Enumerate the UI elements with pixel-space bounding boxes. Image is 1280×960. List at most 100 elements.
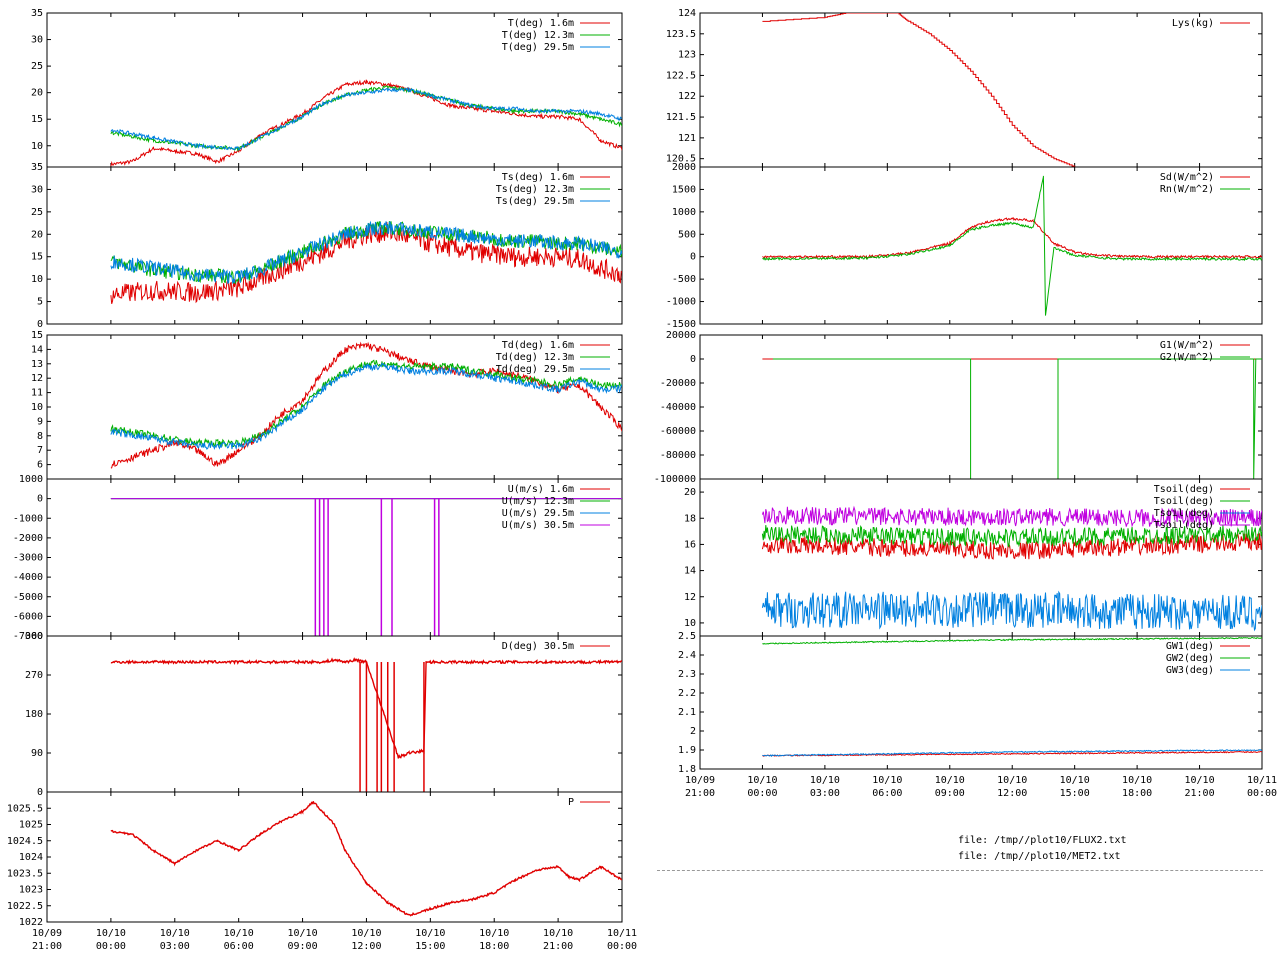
left-x-date-label: 10/10 [96,928,126,939]
y-tick-label: 0 [37,494,43,505]
left-x-time-label: 09:00 [288,941,318,952]
y-tick-label: 10 [684,618,696,629]
y-tick-label: 12 [31,373,43,384]
right-x-date-label: 10/10 [1060,775,1090,786]
series-area [110,498,622,636]
y-tick-label: 20000 [666,330,696,341]
y-tick-label: 500 [678,229,696,240]
right-x-date-label: 10/09 [685,775,715,786]
y-tick-label: 1000 [19,474,43,485]
y-tick-label: 124 [678,8,696,19]
right-x-time-label: 00:00 [747,788,777,799]
y-tick-label: -4000 [13,572,43,583]
legend-label: Ts(deg) 1.6m [502,172,574,183]
chart-Rad: -1500 -1000 -500 0 500 1000 1500 2000 Sd(W/m^2)R… [666,162,1263,330]
legend-label: Lys(kg) [1172,18,1214,29]
right-x-date-label: 10/10 [747,775,777,786]
legend-label: Sd(W/m^2) [1160,172,1214,183]
y-tick-label: 25 [31,207,43,218]
legend-label: Ts(deg) 12.3m [496,184,574,195]
series-area [110,220,622,304]
right-x-time-label: 15:00 [1060,788,1090,799]
legend-label: G2(W/m^2) [1160,352,1214,363]
plot-frame [699,12,1263,168]
y-tick-label: 2.5 [678,631,696,642]
series-line-Tsoil-2 [761,590,1262,632]
y-tick-label: 2.2 [678,688,696,699]
y-tick-label: 11 [31,388,43,399]
legend-label: GW3(deg) [1166,665,1214,676]
legend-label: GW1(deg) [1166,641,1214,652]
y-tick-label: 121.5 [666,112,696,123]
legend-label: Td(deg) 12.3m [496,352,574,363]
y-tick-label: -500 [672,274,696,285]
series-line-T-1 [110,85,622,152]
plot-frame [46,166,623,325]
left-x-date-label: 10/11 [607,928,637,939]
right-x-time-label: 00:00 [1247,788,1277,799]
left-x-date-label: 10/10 [479,928,509,939]
y-tick-label: 20 [684,487,696,498]
series-line-Lys-0 [762,13,1262,167]
y-tick-label: 25 [31,61,43,72]
left-x-date-label: 10/10 [224,928,254,939]
right-x-date-label: 10/10 [1122,775,1152,786]
y-tick-label: 9 [37,416,43,427]
chart-U: -7000 -6000 -5000 -4000 -3000 -2000 -1000 0 1000… [13,474,623,642]
y-tick-label: -80000 [660,450,696,461]
legend-label: P [568,797,574,808]
series-line-GW-2 [762,749,1262,757]
footer-divider [657,870,1263,871]
left-x-date-label: 10/10 [415,928,445,939]
plot-frame [46,791,623,923]
series-area [110,79,622,167]
legend-label: Td(deg) 1.6m [502,340,574,351]
series-line-Ts-2 [110,220,622,284]
y-tick-label: 0 [37,787,43,798]
y-tick-label: 1500 [672,184,696,195]
y-tick-label: -3000 [13,553,43,564]
legend-label: Tsoil(deg) [1154,520,1214,531]
y-tick-label: 15 [31,330,43,341]
y-tick-label: -100000 [654,474,696,485]
y-tick-label: -1000 [666,297,696,308]
left-x-time-label: 12:00 [351,941,381,952]
legend-label: Tsoil(deg) [1154,496,1214,507]
y-tick-label: -6000 [13,611,43,622]
y-tick-label: 10 [31,402,43,413]
legend-label: Td(deg) 29.5m [496,364,574,375]
left-x-date-label: 10/10 [543,928,573,939]
right-x-time-label: 09:00 [935,788,965,799]
y-tick-label: 16 [684,539,696,550]
y-tick-label: 360 [25,631,43,642]
series-line-T-2 [110,86,622,151]
y-tick-label: 30 [31,184,43,195]
legend-label: U(m/s) 29.5m [502,508,574,519]
y-tick-label: 5 [37,297,43,308]
y-tick-label: -1500 [666,319,696,330]
y-tick-label: 2.3 [678,669,696,680]
y-tick-label: 120.5 [666,154,696,165]
y-tick-label: -2000 [13,533,43,544]
y-tick-label: 0 [690,354,696,365]
y-tick-label: 10 [31,141,43,152]
right-x-time-label: 12:00 [997,788,1027,799]
y-tick-label: 10 [31,274,43,285]
right-x-time-label: 18:00 [1122,788,1152,799]
y-tick-label: 20 [31,88,43,99]
right-x-time-label: 03:00 [810,788,840,799]
legend-label: U(m/s) 30.5m [502,520,574,531]
y-tick-label: 7 [37,445,43,456]
left-x-date-label: 10/10 [160,928,190,939]
right-x-time-label: 06:00 [872,788,902,799]
y-tick-label: 180 [25,709,43,720]
series-line-GW-1 [762,636,1262,645]
right-x-time-label: 21:00 [1185,788,1215,799]
y-tick-label: 30 [31,35,43,46]
y-tick-label: 2 [690,726,696,737]
left-x-time-label: 18:00 [479,941,509,952]
footer-file-met: file: /tmp//plot10/MET2.txt [958,851,1121,862]
